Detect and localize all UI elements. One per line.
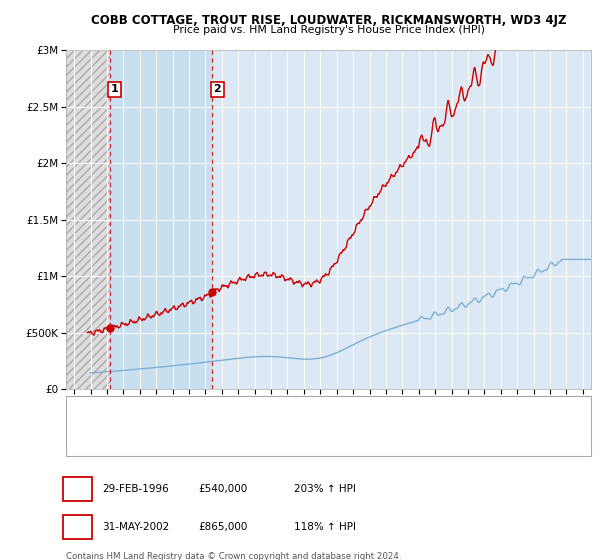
Text: COBB COTTAGE, TROUT RISE, LOUDWATER, RICKMANSWORTH, WD3 4JZ: COBB COTTAGE, TROUT RISE, LOUDWATER, RIC… — [91, 14, 566, 27]
Text: Price paid vs. HM Land Registry's House Price Index (HPI): Price paid vs. HM Land Registry's House … — [173, 25, 485, 35]
Bar — [110, 50, 212, 389]
Text: Contains HM Land Registry data © Crown copyright and database right 2024.
This d: Contains HM Land Registry data © Crown c… — [66, 552, 401, 560]
Text: HPI: Average price, detached house, Three Rivers: HPI: Average price, detached house, Thre… — [103, 437, 339, 446]
Text: 2: 2 — [74, 522, 81, 532]
Text: COBB COTTAGE, TROUT RISE, LOUDWATER, RICKMANSWORTH, WD3 4JZ (detached hou…: COBB COTTAGE, TROUT RISE, LOUDWATER, RIC… — [103, 408, 525, 417]
Text: 31-MAY-2002: 31-MAY-2002 — [102, 522, 169, 532]
Text: 203% ↑ HPI: 203% ↑ HPI — [294, 484, 356, 494]
Text: £865,000: £865,000 — [198, 522, 247, 532]
Text: 29-FEB-1996: 29-FEB-1996 — [102, 484, 169, 494]
Text: 2: 2 — [214, 85, 221, 95]
Text: 118% ↑ HPI: 118% ↑ HPI — [294, 522, 356, 532]
Bar — [66, 50, 110, 389]
Text: £540,000: £540,000 — [198, 484, 247, 494]
Text: 1: 1 — [74, 484, 81, 494]
Text: 1: 1 — [110, 85, 118, 95]
